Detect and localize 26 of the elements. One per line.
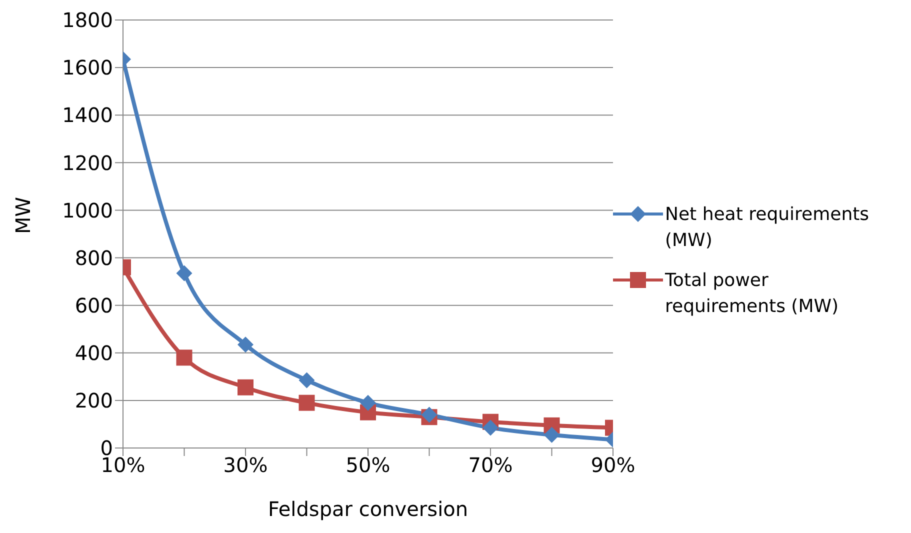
point	[544, 426, 560, 443]
y-tick-label: 1000	[62, 198, 113, 222]
point	[298, 372, 315, 388]
point	[298, 394, 315, 411]
y-tick-label: 1200	[62, 150, 113, 175]
x-tick-label: 50%	[346, 453, 390, 478]
y-axis-title: MW	[11, 196, 36, 234]
y-tick-label: 200	[74, 388, 113, 413]
y-tick-label: 1600	[62, 56, 113, 80]
x-tick-label: 90%	[590, 453, 636, 478]
legend-label: Total power requirements (MW)	[665, 269, 840, 319]
y-tick-label: 1400	[62, 103, 113, 128]
y-tick-label: 800	[74, 246, 113, 270]
legend-label: Net heat requirements (MW)	[665, 203, 870, 253]
point	[176, 265, 192, 282]
point	[176, 350, 192, 366]
y-tick-label: 1800	[62, 8, 113, 32]
point	[238, 336, 254, 353]
point	[360, 394, 376, 411]
x-axis-title: Feldspar conversion	[268, 497, 468, 521]
y-tick-label: 600	[74, 293, 113, 318]
x-tick-label: 70%	[468, 453, 513, 478]
point	[482, 420, 498, 436]
point	[238, 379, 254, 396]
x-tick-label: 30%	[223, 453, 268, 478]
y-tick-label: 400	[74, 340, 113, 365]
